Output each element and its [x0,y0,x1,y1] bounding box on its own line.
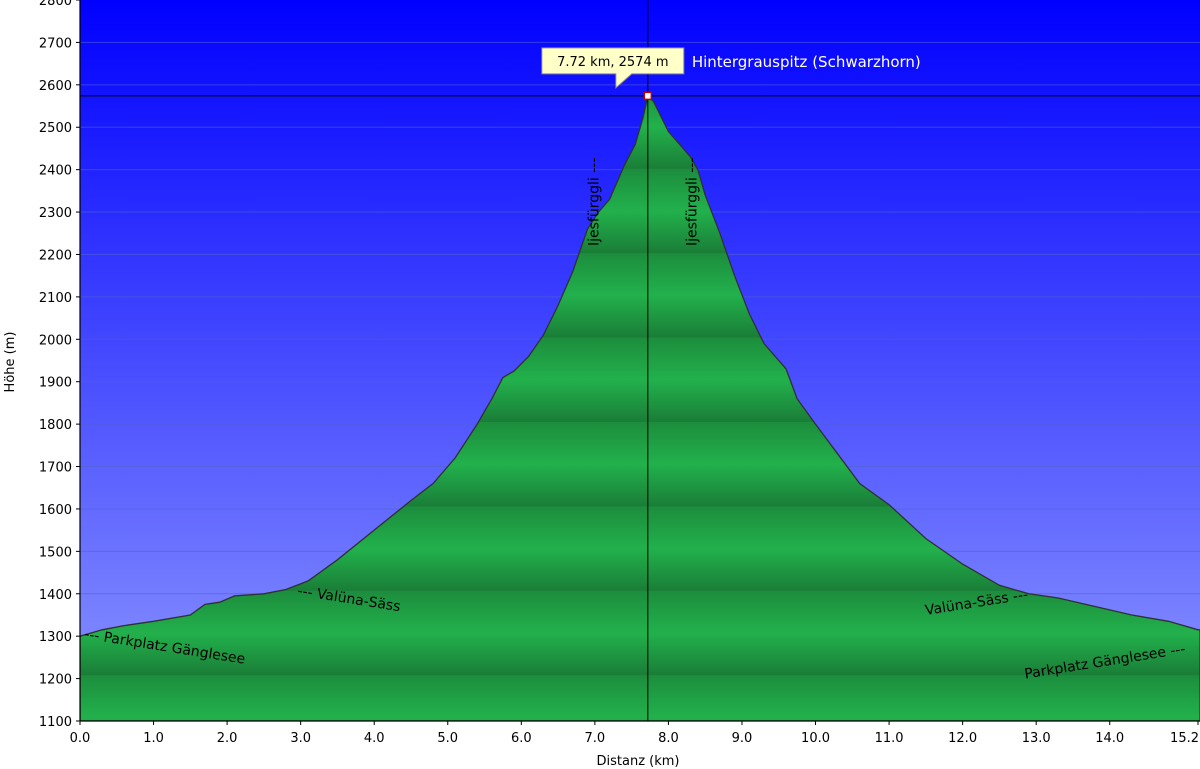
y-tick-label: 2700 [39,36,72,51]
y-tick-label: 2000 [39,333,72,348]
y-tick-label: 1200 [39,673,72,688]
tooltip-box [541,47,685,89]
x-tick-label: 14.0 [1095,731,1124,746]
summit-marker[interactable] [643,91,653,101]
tooltip-text: 7.72 km, 2574 m [557,55,668,70]
x-tick-label: 9.0 [732,731,753,746]
y-tick-label: 1700 [39,461,72,476]
x-tick-label: 12.0 [948,731,977,746]
y-tick-label: 2300 [39,206,72,221]
y-axis-ticks: 1100 1200 1300 1400 1500 1600 1700 1800 1900 2000… [39,0,80,730]
y-tick-label: 2500 [39,121,72,136]
y-tick-label: 2600 [39,79,72,94]
x-tick-label: 13.0 [1022,731,1051,746]
x-tick-label: 6.0 [511,731,532,746]
y-tick-label: 1800 [39,418,72,433]
crosshair [80,0,1200,721]
waypoint-label: Ijesfürggli --- [587,158,603,246]
x-tick-label: 10.0 [801,731,830,746]
y-tick-label: 2800 [39,0,72,9]
y-tick-label: 2400 [39,164,72,179]
value-tooltip: 7.72 km, 2574 m [541,47,685,89]
x-tick-label: 4.0 [364,731,385,746]
x-axis-ticks: 0.0 1.0 2.0 3.0 4.0 5.0 6.0 7.0 8.0 9.0 10.0 11.0 12… [70,721,1199,746]
y-tick-label: 1300 [39,630,72,645]
y-tick-label: 1400 [39,588,72,603]
x-tick-label: 7.0 [585,731,606,746]
y-tick-label: 1100 [39,715,72,730]
x-tick-label: 11.0 [875,731,904,746]
x-tick-label: 15.2 [1170,731,1199,746]
x-tick-label: 1.0 [143,731,164,746]
y-tick-label: 2200 [39,248,72,263]
x-tick-label: 2.0 [217,731,238,746]
x-axis-title: Distanz (km) [597,754,680,769]
y-axis-title: Höhe (m) [3,332,18,393]
x-tick-label: 5.0 [437,731,458,746]
x-tick-label: 3.0 [290,731,311,746]
x-tick-label: 8.0 [658,731,679,746]
elevation-area [80,94,1200,721]
y-tick-label: 1600 [39,503,72,518]
waypoint-label: Ijesfürggli --- [684,158,700,246]
y-tick-label: 2100 [39,291,72,306]
y-tick-label: 1500 [39,545,72,560]
x-tick-label: 0.0 [70,731,91,746]
y-tick-label: 1900 [39,376,72,391]
summit-name-label: Hintergrauspitz (Schwarzhorn) [692,53,921,71]
